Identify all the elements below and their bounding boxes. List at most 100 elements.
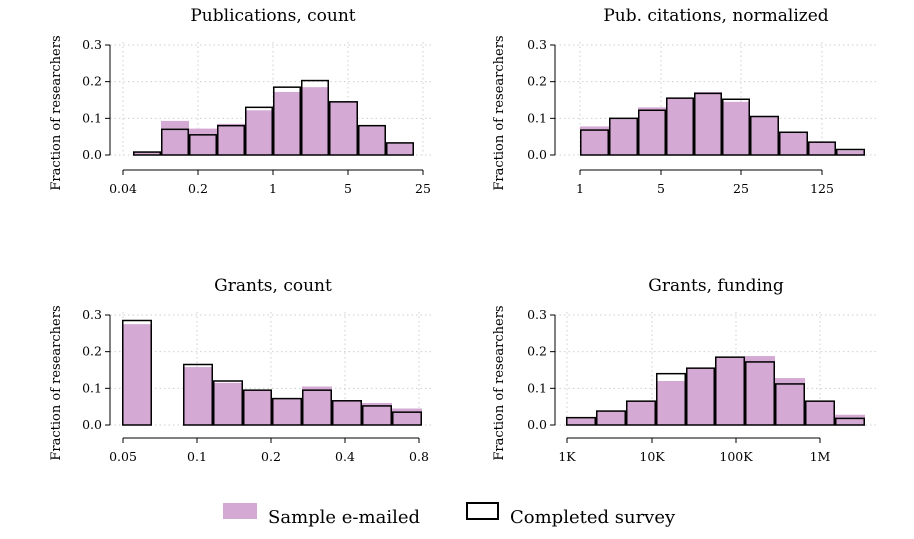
legend-label-survey: Completed survey [510, 507, 676, 528]
x-tick-label: 5 [344, 181, 352, 196]
y-tick-label: 0.3 [82, 307, 102, 322]
y-axis-label: Fraction of researchers [492, 305, 507, 460]
bar-sample-emailed [686, 368, 715, 425]
y-tick-label: 0.0 [527, 147, 547, 162]
bar-completed-survey [715, 356, 745, 426]
bar-sample-emailed [694, 91, 722, 155]
chart-title: Grants, count [214, 276, 332, 296]
bar-sample-emailed [580, 126, 609, 155]
y-tick-label: 0.0 [82, 417, 102, 432]
bar-sample-emailed [626, 401, 656, 425]
bar-completed-survey [243, 389, 272, 426]
x-tick-label: 0.2 [261, 449, 281, 464]
bar-sample-emailed [161, 120, 189, 155]
bar-completed-survey [217, 124, 245, 156]
bar-sample-emailed [779, 132, 808, 155]
bar-sample-emailed [329, 101, 358, 155]
x-tick-label: 25 [415, 181, 431, 196]
bar-sample-emailed [722, 101, 750, 155]
x-tick-label: 0.04 [109, 181, 137, 196]
y-tick-label: 0.2 [527, 74, 547, 89]
bar-sample-emailed [666, 98, 694, 155]
bar-completed-survey [686, 367, 715, 426]
bar-completed-survey [775, 383, 805, 426]
x-tick-label: 0.8 [409, 449, 429, 464]
bar-sample-emailed [301, 87, 329, 155]
bar-completed-survey [272, 397, 302, 426]
chart-panel-3: Grants, count Fraction of researchers 0.3 0… [49, 276, 432, 464]
bar-sample-emailed [183, 367, 213, 425]
bar-completed-survey [329, 101, 358, 156]
y-tick-label: 0.1 [527, 380, 547, 395]
bar-sample-emailed [715, 357, 745, 425]
bar-sample-emailed [243, 390, 272, 425]
bar-completed-survey [626, 400, 656, 426]
legend-swatch-sample [223, 503, 257, 519]
bar-completed-survey [836, 148, 865, 156]
bar-sample-emailed [133, 151, 161, 155]
bar-sample-emailed [358, 125, 386, 155]
bar-sample-emailed [213, 382, 243, 425]
y-tick-label: 0.1 [527, 110, 547, 125]
x-tick-label: 25 [733, 181, 749, 196]
bar-completed-survey [750, 115, 779, 156]
x-tick-label: 1 [269, 181, 277, 196]
bar-sample-emailed [189, 128, 217, 155]
y-tick-label: 0.2 [527, 344, 547, 359]
x-tick-label: 10K [639, 449, 665, 464]
x-tick-label: 1K [558, 449, 576, 464]
y-tick-label: 0.3 [82, 37, 102, 52]
bar-completed-survey [745, 361, 775, 426]
bar-completed-survey [779, 131, 808, 156]
bar-sample-emailed [835, 414, 865, 425]
x-tick-label: 0.2 [188, 181, 208, 196]
bar-sample-emailed [217, 123, 245, 155]
bar-completed-survey [302, 389, 332, 426]
bar-completed-survey [805, 400, 835, 426]
x-tick-label: 0.05 [109, 449, 137, 464]
bar-completed-survey [694, 92, 722, 156]
bar-completed-survey [808, 141, 836, 156]
chart-panel-2: Pub. citations, normalized Fraction of re… [492, 6, 878, 196]
chart-title: Publications, count [190, 6, 355, 26]
bar-sample-emailed [273, 91, 301, 155]
bar-completed-survey [183, 363, 213, 426]
legend: Sample e-mailed Completed survey [223, 502, 676, 528]
legend-swatch-survey [466, 502, 499, 520]
bar-completed-survey [596, 410, 626, 426]
bar-sample-emailed [362, 403, 392, 425]
x-tick-label: 0.4 [335, 449, 355, 464]
bar-sample-emailed [566, 417, 596, 425]
bar-sample-emailed [122, 324, 152, 425]
bar-sample-emailed [302, 386, 332, 425]
bar-completed-survey [362, 405, 392, 426]
bar-sample-emailed [656, 381, 686, 425]
bar-sample-emailed [609, 119, 638, 155]
bar-completed-survey [332, 400, 362, 426]
bar-sample-emailed [245, 110, 273, 155]
bar-sample-emailed [805, 401, 835, 425]
bar-sample-emailed [272, 398, 302, 425]
y-axis-label: Fraction of researchers [49, 305, 64, 460]
x-tick-label: 125 [810, 181, 834, 196]
y-axis-label: Fraction of researchers [49, 35, 64, 190]
chart-panel-4: Grants, funding Fraction of researchers 0.… [492, 276, 878, 464]
chart-title: Grants, funding [648, 276, 784, 296]
bar-sample-emailed [596, 411, 626, 425]
legend-label-sample: Sample e-mailed [268, 507, 420, 528]
bar-sample-emailed [332, 400, 362, 425]
x-tick-label: 5 [657, 181, 665, 196]
y-tick-label: 0.3 [527, 37, 547, 52]
bar-completed-survey [638, 109, 666, 156]
y-tick-label: 0.1 [82, 380, 102, 395]
bar-completed-survey [386, 142, 414, 156]
bar-completed-survey [656, 372, 686, 426]
bar-completed-survey [161, 128, 189, 156]
bar-completed-survey [273, 86, 301, 156]
bar-sample-emailed [836, 150, 865, 155]
bar-completed-survey [213, 380, 243, 426]
bar-completed-survey [835, 417, 865, 426]
bar-sample-emailed [775, 378, 805, 425]
y-tick-label: 0.2 [82, 74, 102, 89]
